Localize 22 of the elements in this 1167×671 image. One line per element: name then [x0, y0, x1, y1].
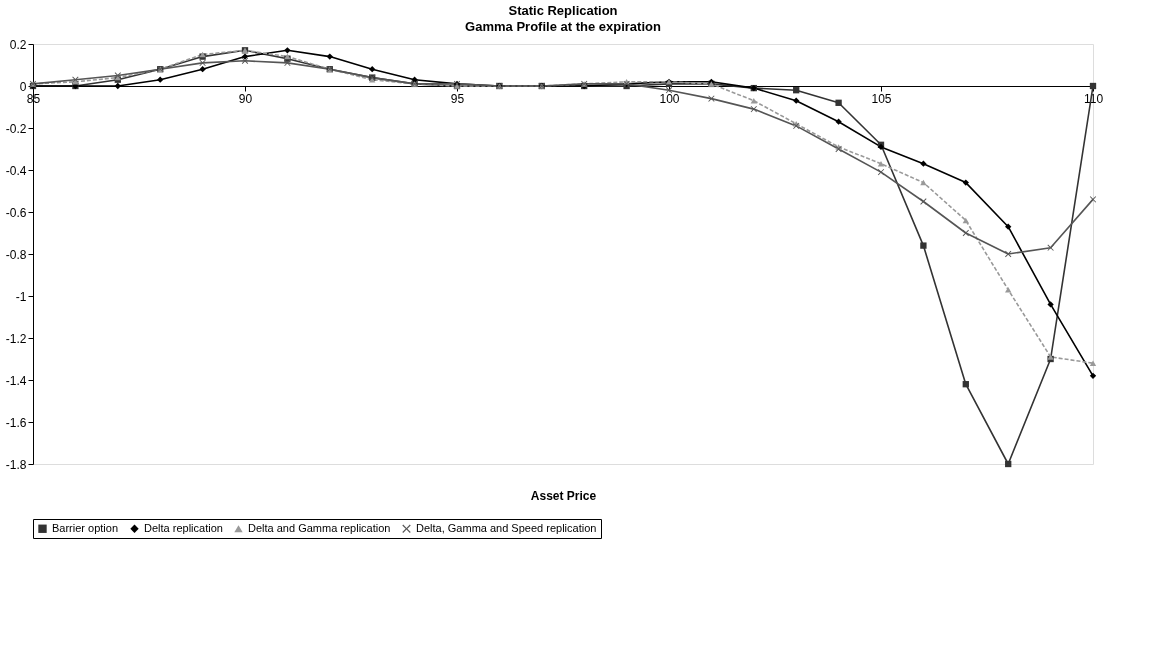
legend-label: Delta replication [144, 521, 223, 534]
y-tick-label: -0.2 [5, 121, 27, 136]
y-tick-label: -1 [15, 289, 27, 304]
x-tick-label: 95 [450, 91, 465, 106]
y-tick-label: -1.4 [5, 373, 27, 388]
legend-label: Delta and Gamma replication [248, 521, 391, 534]
x-tick-label: 105 [871, 91, 892, 106]
chart-title: Static Replication [508, 3, 618, 18]
y-tick-label: -0.6 [5, 205, 27, 220]
legend-label: Barrier option [52, 521, 119, 534]
y-tick-label: -1.2 [5, 331, 27, 346]
y-tick-label: -1.6 [5, 415, 27, 430]
y-tick-label: -1.8 [5, 457, 27, 472]
x-tick-label: 90 [238, 91, 253, 106]
x-tick-label: 100 [659, 91, 680, 106]
x-axis-title: Asset Price [530, 488, 597, 503]
chart-subtitle: Gamma Profile at the expiration [465, 19, 661, 34]
legend-label: Delta, Gamma and Speed replication [416, 521, 597, 534]
y-tick-label: -0.4 [5, 163, 27, 178]
y-tick-label: 0 [19, 79, 27, 94]
y-tick-label: 0.2 [9, 37, 27, 52]
y-tick-label: -0.8 [5, 247, 27, 262]
